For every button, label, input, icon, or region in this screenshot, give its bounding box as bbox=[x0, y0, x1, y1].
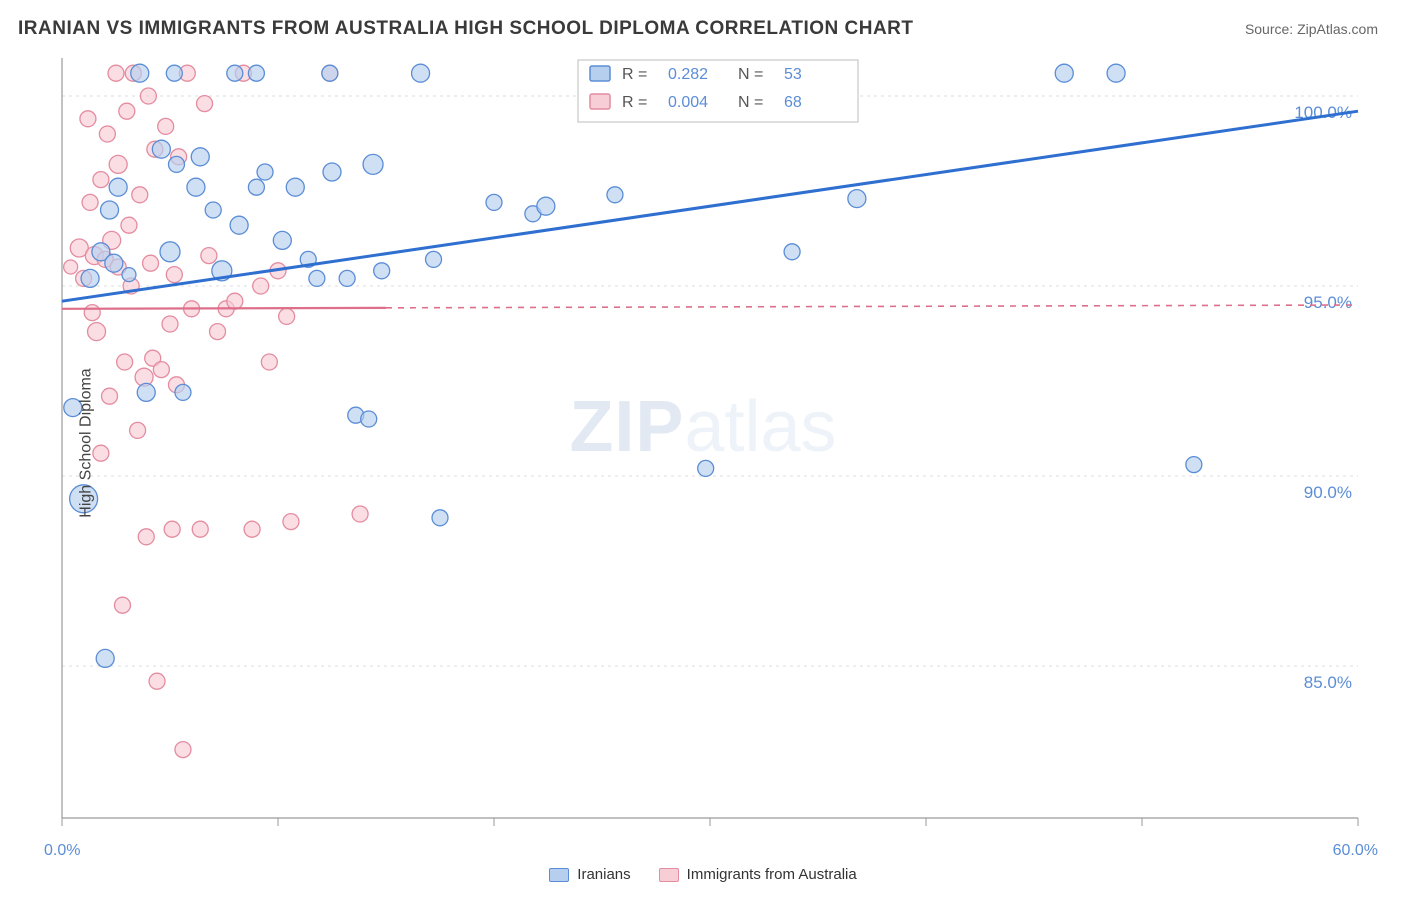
legend-swatch-blue bbox=[549, 868, 569, 882]
svg-text:0.004: 0.004 bbox=[668, 94, 708, 111]
bottom-legend: Iranians Immigrants from Australia bbox=[0, 860, 1406, 897]
svg-text:53: 53 bbox=[784, 66, 802, 83]
x-axis-max-label: 60.0% bbox=[1333, 842, 1378, 860]
legend-item-australia: Immigrants from Australia bbox=[659, 866, 857, 883]
svg-text:68: 68 bbox=[784, 94, 802, 111]
x-axis-min-label: 0.0% bbox=[44, 842, 80, 860]
svg-text:N =: N = bbox=[738, 66, 763, 83]
scatter-plot: 85.0%90.0%95.0%100.0%R =0.282N =53R =0.0… bbox=[18, 48, 1388, 838]
chart-title: IRANIAN VS IMMIGRANTS FROM AUSTRALIA HIG… bbox=[18, 18, 914, 40]
svg-text:0.282: 0.282 bbox=[668, 66, 708, 83]
y-axis-label: High School Diploma bbox=[78, 368, 96, 517]
svg-text:R =: R = bbox=[622, 94, 647, 111]
svg-text:N =: N = bbox=[738, 94, 763, 111]
source-label: Source: ZipAtlas.com bbox=[1245, 21, 1378, 37]
svg-text:90.0%: 90.0% bbox=[1304, 483, 1352, 502]
svg-text:R =: R = bbox=[622, 66, 647, 83]
svg-text:85.0%: 85.0% bbox=[1304, 673, 1352, 692]
legend-swatch-pink bbox=[659, 868, 679, 882]
svg-text:95.0%: 95.0% bbox=[1304, 293, 1352, 312]
legend-item-iranians: Iranians bbox=[549, 866, 630, 883]
